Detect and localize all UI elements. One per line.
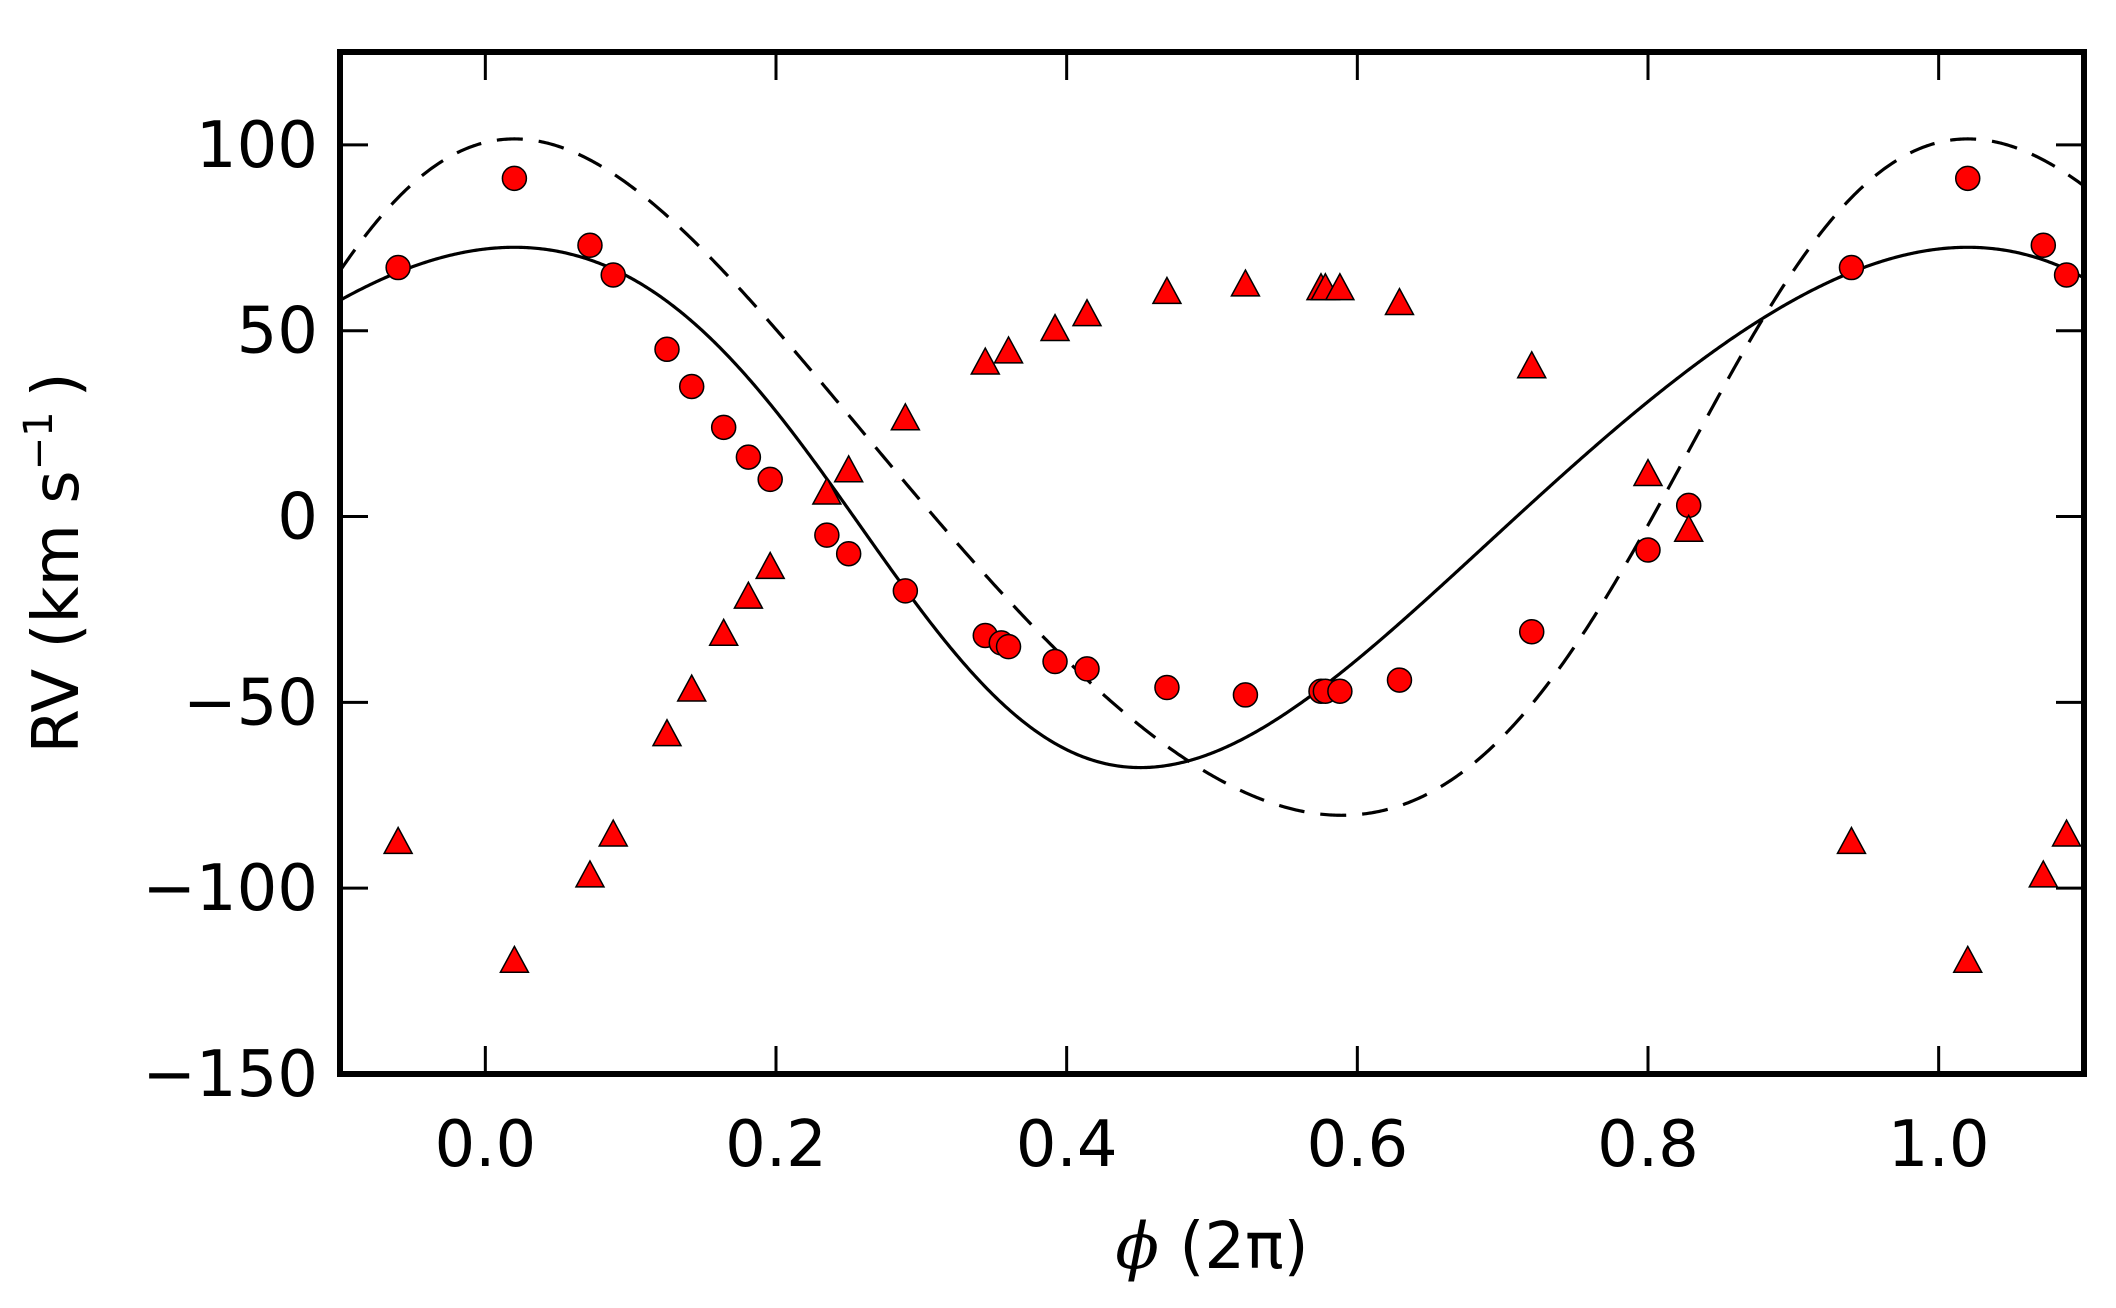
secondary-data-point — [1151, 275, 1183, 305]
primary-data-point — [1154, 674, 1180, 701]
y-tick-label: −50 — [183, 666, 318, 740]
secondary-data-point — [499, 944, 530, 974]
secondary-data-point — [811, 476, 843, 505]
primary-data-point — [1074, 656, 1100, 682]
secondary-data-point — [1632, 457, 1664, 487]
x-tick-label: 0.4 — [1016, 1108, 1118, 1182]
x-axis-unit: (2π) — [1159, 1210, 1309, 1284]
primary-data-point — [2053, 262, 2080, 288]
primary-data-point — [835, 540, 862, 567]
secondary-data-point — [2028, 859, 2059, 888]
secondary-data-point — [733, 580, 764, 609]
primary-data-point — [1635, 537, 1661, 563]
primary-data-point — [501, 165, 528, 192]
primary-data-point — [1954, 165, 1981, 192]
secondary-data-point — [890, 402, 921, 431]
secondary-data-point — [1324, 272, 1356, 301]
primary-data-point — [654, 336, 680, 363]
primary-data-point — [385, 254, 411, 281]
primary-data-point — [710, 414, 737, 441]
y-tick-label: 0 — [277, 481, 318, 555]
secondary-data-point — [708, 617, 739, 647]
secondary-data-point — [1836, 825, 1867, 855]
primary-data-point — [814, 522, 840, 548]
secondary-model-curve — [340, 137, 2084, 817]
secondary-data-point — [2051, 818, 2082, 847]
primary-data-point — [2030, 232, 2057, 259]
secondary-data-point — [993, 335, 1024, 364]
secondary-data-point — [1230, 268, 1261, 297]
secondary-data-point — [1516, 350, 1547, 379]
model-curves — [340, 137, 2084, 817]
x-tick-label: 1.0 — [1888, 1108, 1990, 1182]
tick-labels: 0.0 0.2 0.4 0.6 0.8 1.0 100 50 0 −50 −100 −150 — [142, 109, 1989, 1182]
secondary-data-point — [970, 346, 1001, 375]
y-axis-label-main: RV (km s — [20, 470, 94, 753]
y-axis-label-close: ) — [20, 372, 94, 397]
primary-data-point — [1232, 682, 1259, 708]
secondary-data-point — [754, 550, 786, 580]
x-tick-label: 0.2 — [725, 1108, 827, 1182]
x-tick-label: 0.0 — [434, 1108, 536, 1182]
secondary-data-point — [382, 825, 414, 855]
y-axis-label-exponent: −1 — [16, 411, 62, 470]
primary-data-point — [735, 444, 762, 470]
primary-data-point — [1518, 619, 1545, 645]
primary-data-point — [678, 373, 705, 400]
x-axis-label: ϕ (2π) — [1115, 1210, 1308, 1284]
secondary-data-point — [1384, 287, 1415, 316]
x-axis-symbol: ϕ — [1115, 1210, 1159, 1284]
secondary-data-point — [1673, 513, 1704, 542]
y-tick-label: 50 — [237, 295, 318, 369]
y-tick-label: −100 — [142, 852, 318, 926]
data-points — [382, 165, 2082, 974]
plot-frame — [337, 49, 2087, 1077]
secondary-data-point — [651, 718, 683, 747]
primary-data-point — [1327, 678, 1353, 704]
secondary-data-point — [597, 818, 629, 847]
axis-ticks — [340, 52, 2084, 1076]
primary-data-point — [892, 578, 919, 604]
primary-data-point — [600, 262, 626, 288]
primary-data-point — [577, 232, 603, 259]
secondary-data-point — [1039, 313, 1071, 342]
primary-data-point — [995, 633, 1022, 660]
primary-data-point — [1386, 667, 1413, 693]
primary-data-point — [757, 466, 783, 493]
secondary-data-point — [676, 673, 707, 702]
y-tick-label: 100 — [196, 109, 318, 183]
secondary-data-point — [1952, 944, 1983, 974]
secondary-data-point — [833, 454, 864, 483]
y-tick-label: −150 — [142, 1038, 318, 1112]
secondary-data-point — [574, 859, 606, 888]
primary-data-point — [1838, 254, 1865, 281]
x-tick-label: 0.8 — [1597, 1108, 1699, 1182]
secondary-data-point — [1071, 298, 1103, 327]
y-axis-label: RV (km s−1) — [16, 372, 94, 753]
x-tick-label: 0.6 — [1306, 1108, 1408, 1182]
primary-data-point — [1042, 648, 1068, 675]
primary-model-curve — [340, 245, 2084, 770]
